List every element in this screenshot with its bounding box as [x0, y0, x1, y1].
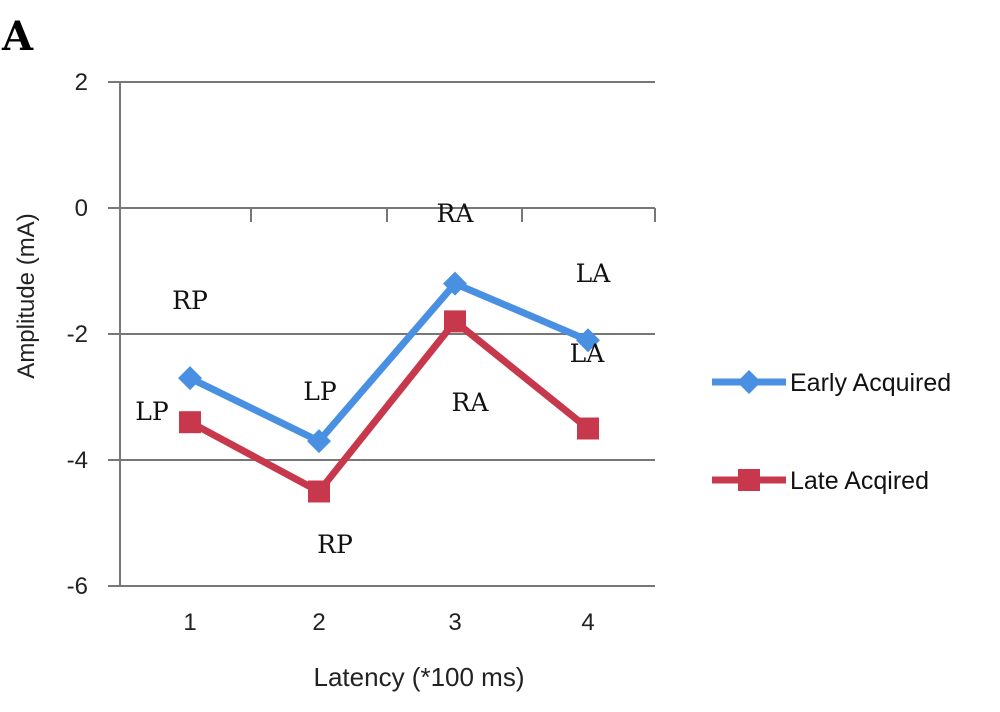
- point-label: RA: [437, 199, 475, 228]
- axes: [119, 82, 656, 586]
- series-early-acquired: [178, 271, 600, 454]
- data-point-marker: [577, 417, 599, 440]
- series-late-acqired: [179, 310, 599, 503]
- legend-marker: [738, 469, 760, 491]
- panel-label: A: [1, 13, 34, 60]
- y-tick-label: -6: [67, 573, 88, 600]
- data-point-marker: [576, 328, 600, 353]
- point-label: LA: [576, 259, 612, 288]
- x-tick-labels: 1 2 3 4: [183, 609, 594, 636]
- legend-item: Late Acqired: [712, 467, 929, 495]
- series-lines: [178, 271, 600, 503]
- legend-item: Early Acquired: [712, 369, 951, 397]
- point-label: LA: [570, 339, 606, 368]
- point-label: LP: [303, 377, 336, 406]
- point-label: RA: [452, 388, 490, 417]
- y-axis-label: Amplitude (mA): [13, 213, 40, 378]
- x-tick-label: 3: [448, 609, 461, 636]
- x-tick-label: 2: [312, 609, 325, 636]
- legend-marker: [737, 370, 761, 394]
- legend-label: Late Acqired: [790, 467, 929, 495]
- x-axis-label: Latency (*100 ms): [314, 662, 525, 692]
- data-point-marker: [443, 271, 467, 296]
- data-point-marker: [178, 366, 202, 391]
- series-line: [188, 280, 590, 445]
- legend-label: Early Acquired: [790, 369, 951, 397]
- legend: Early Acquired Late Acqired: [712, 369, 951, 495]
- series-line: [188, 317, 591, 495]
- data-point-marker: [179, 411, 201, 434]
- y-tick-label: -4: [67, 447, 88, 474]
- point-label: RP: [172, 286, 208, 315]
- grid-lines: [108, 81, 655, 587]
- data-point-marker: [444, 310, 466, 333]
- point-labels: RP LP RA LA LP RP RA LA: [135, 199, 611, 559]
- point-label: LP: [135, 397, 168, 426]
- data-point-marker: [307, 429, 331, 454]
- y-tick-label: 0: [75, 195, 88, 222]
- y-tick-label: -2: [67, 321, 88, 348]
- y-tick-label: 2: [75, 69, 88, 96]
- point-label: RP: [317, 530, 353, 559]
- x-tick-label: 4: [581, 609, 594, 636]
- x-tick-label: 1: [183, 609, 196, 636]
- y-tick-labels: 2 0 -2 -4 -6: [67, 69, 88, 600]
- data-point-marker: [308, 480, 330, 503]
